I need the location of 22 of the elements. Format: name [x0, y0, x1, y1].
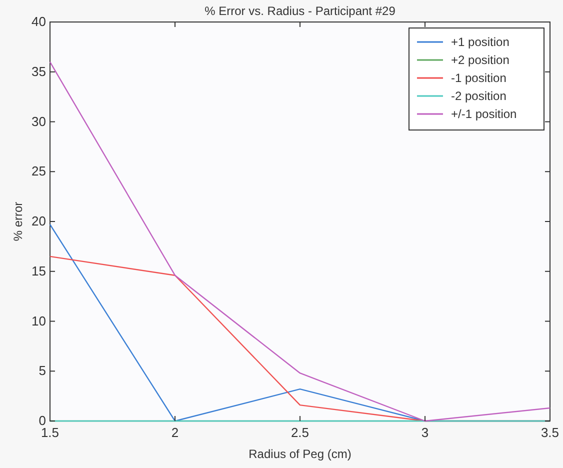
legend-label: +2 position [451, 53, 510, 67]
legend-label: +1 position [451, 35, 510, 49]
y-tick-label: 15 [32, 263, 46, 278]
x-tick-label: 3.5 [540, 425, 560, 440]
y-tick-label: 35 [32, 64, 46, 79]
y-tick-label: 10 [32, 313, 46, 328]
chart-title: % Error vs. Radius - Participant #29 [204, 4, 396, 18]
legend-label: -2 position [451, 89, 506, 103]
x-tick-label: 2 [171, 425, 179, 440]
y-tick-label: 0 [38, 413, 46, 428]
legend-label: -1 position [451, 71, 506, 85]
x-tick-label: 3 [421, 425, 429, 440]
legend-label: +/-1 position [451, 107, 517, 121]
x-axis-title: Radius of Peg (cm) [248, 447, 352, 461]
y-tick-label: 40 [32, 14, 46, 29]
y-tick-label: 5 [38, 363, 46, 378]
x-tick-label: 1.5 [40, 425, 60, 440]
y-tick-label: 30 [32, 114, 46, 129]
y-axis-title: % error [11, 202, 25, 242]
y-tick-label: 25 [32, 164, 46, 179]
y-tick-label: 20 [32, 214, 46, 228]
x-tick-label: 2.5 [290, 425, 310, 440]
